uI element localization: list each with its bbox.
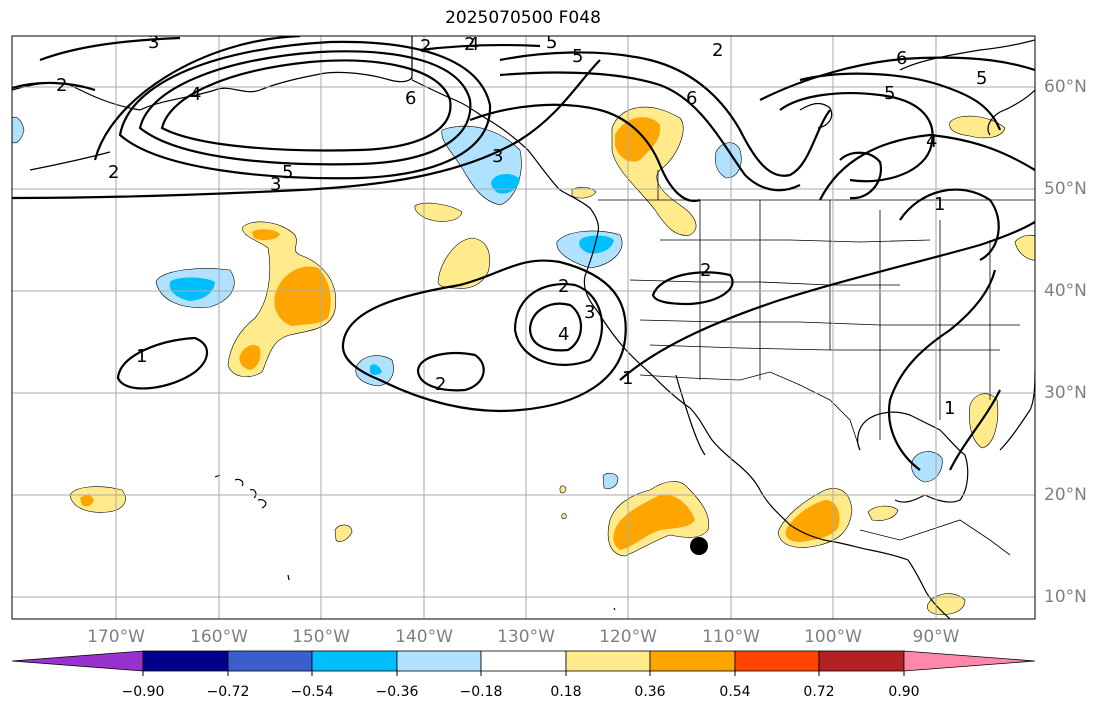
lon-label: 110°W [702, 627, 760, 647]
lon-label: 100°W [804, 627, 862, 647]
colorbar-segment [11, 650, 144, 672]
lon-label: 90°W [912, 627, 960, 647]
colorbar-tick-label: −0.72 [206, 684, 250, 700]
contour-label: 3 [584, 302, 595, 323]
colorbar-tick-label: 0.36 [634, 684, 666, 700]
lon-label: 130°W [497, 627, 555, 647]
lat-label: 40°N [1044, 281, 1087, 301]
lon-label: 160°W [190, 627, 248, 647]
lon-label: 150°W [292, 627, 350, 647]
contour-label: 6 [896, 48, 907, 69]
contour-label: 2 [435, 374, 446, 395]
lat-label: 60°N [1044, 77, 1087, 97]
map-frame [11, 35, 1036, 620]
contour-lines [12, 36, 1035, 471]
contour-label: 4 [926, 131, 937, 152]
colorbar-tick-label: −0.54 [290, 684, 334, 700]
contour-label: 5 [884, 83, 895, 104]
colorbar-tick-label: 0.18 [550, 684, 582, 700]
contour-label: 2 [712, 40, 723, 61]
colorbar-segment [480, 650, 567, 672]
colorbar-tick-label: −0.18 [459, 684, 503, 700]
colorbar-segment [903, 650, 1036, 672]
colorbar-tick-label: 0.72 [803, 684, 835, 700]
colorbar-segment [649, 650, 736, 672]
colorbar-segment [227, 650, 313, 672]
contour-labels: 2 3 4 3 5 2 6 2 5 6 5 6 5 4 2 4 1 2 5 3 … [56, 32, 987, 419]
graticule [12, 36, 1035, 619]
colorbar-segment [396, 650, 482, 672]
colorbar [11, 650, 1036, 672]
colorbar-segment [142, 650, 229, 672]
lat-label: 10°N [1044, 587, 1087, 607]
lat-label: 20°N [1044, 485, 1087, 505]
contour-label: 4 [468, 34, 479, 55]
lat-label: 30°N [1044, 383, 1087, 403]
colorbar-tick-label: −0.36 [375, 684, 419, 700]
contour-label: 5 [572, 46, 583, 67]
negative-light-fill [12, 116, 943, 489]
lon-label: 140°W [395, 627, 453, 647]
contour-label: 6 [405, 88, 416, 109]
contour-label: 1 [944, 398, 955, 419]
colorbar-segment [311, 650, 398, 672]
lon-label: 120°W [599, 627, 657, 647]
contour-label: 1 [136, 346, 147, 367]
contour-label: 3 [148, 32, 159, 53]
contour-label: 2 [56, 75, 67, 96]
colorbar-tick-label: 0.90 [888, 684, 920, 700]
storm-position-marker [690, 537, 708, 555]
contour-label: 2 [700, 260, 711, 281]
contour-label: 3 [270, 174, 281, 195]
lat-label: 50°N [1044, 179, 1087, 199]
political-borders [411, 36, 1035, 556]
colorbar-tick-label: −0.90 [121, 684, 165, 700]
contour-label: 5 [282, 162, 293, 183]
colorbar-segment [818, 650, 905, 672]
contour-label: 4 [558, 324, 569, 345]
colorbar-segment [734, 650, 820, 672]
contour-label: 2 [464, 34, 475, 55]
contour-label: 4 [190, 84, 201, 105]
contour-label: 2 [108, 162, 119, 183]
positive-strong-fill [80, 117, 840, 550]
colorbar-ticks [142, 671, 905, 676]
map-title: 2025070500 F048 [445, 8, 601, 28]
contour-label: 6 [686, 88, 697, 109]
colorbar-segment [565, 650, 651, 672]
contour-label: 5 [976, 68, 987, 89]
contour-label: 1 [622, 368, 633, 389]
contour-label: 1 [934, 194, 945, 215]
contour-label: 3 [492, 146, 503, 167]
colorbar-tick-label: 0.54 [719, 684, 751, 700]
contour-label: 2 [420, 36, 431, 57]
contour-label: 5 [546, 32, 557, 53]
lon-label: 170°W [87, 627, 145, 647]
coastlines [12, 36, 1035, 619]
contour-label: 2 [558, 276, 569, 297]
